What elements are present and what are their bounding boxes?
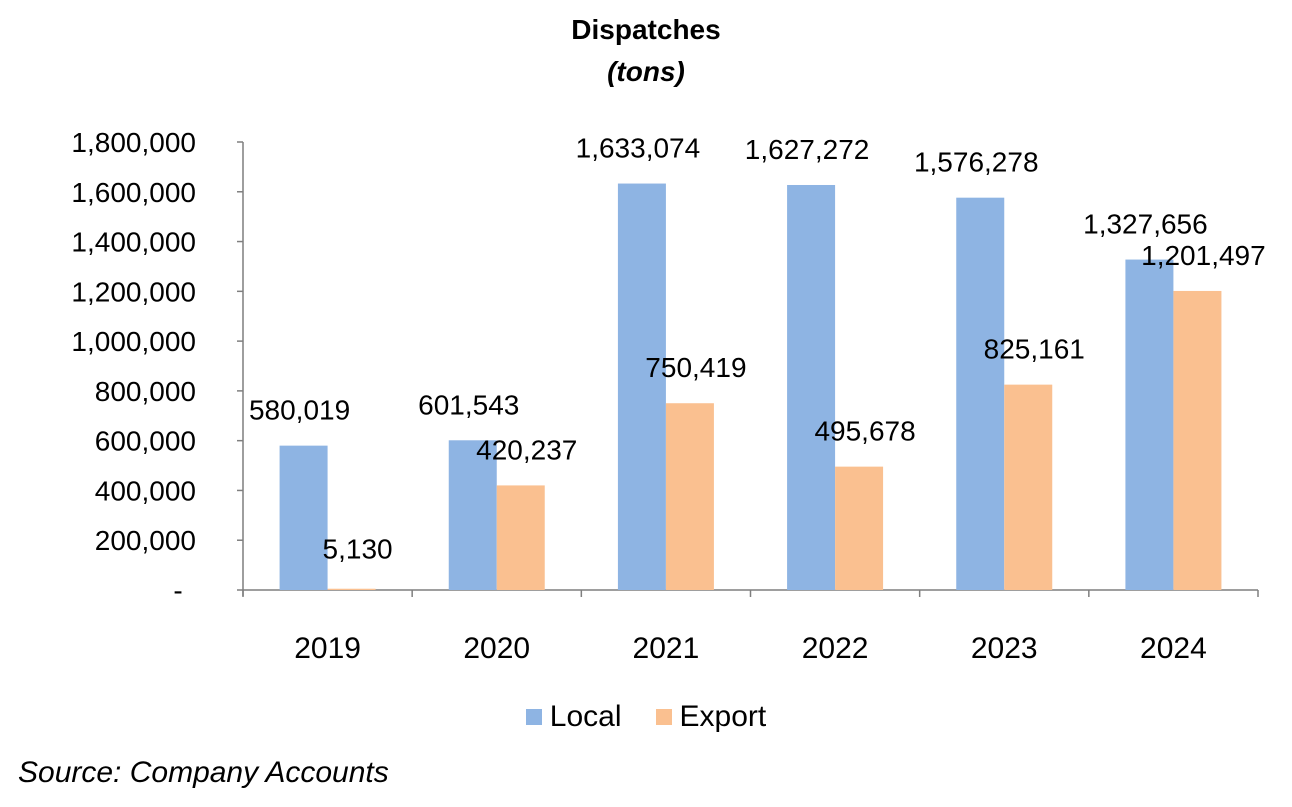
data-label-export-2020: 420,237: [476, 434, 577, 465]
bar-local-2021: [617, 183, 666, 590]
bar-local-2020: [448, 440, 497, 590]
data-label-export-2019: 5,130: [323, 534, 393, 565]
data-label-local-2020: 601,543: [418, 389, 519, 420]
legend-swatch-export: [655, 709, 672, 725]
bar-export-2021: [665, 403, 714, 590]
x-tick-label: 2021: [633, 632, 700, 665]
data-label-local-2021: 1,633,074: [576, 133, 701, 164]
y-tick-label: 400,000: [95, 475, 196, 506]
data-label-local-2022: 1,627,272: [745, 134, 870, 165]
data-label-local-2023: 1,576,278: [914, 147, 1039, 178]
data-label-export-2021: 750,419: [645, 352, 746, 383]
data-label-export-2023: 825,161: [984, 334, 1085, 365]
y-tick-label: 1,400,000: [71, 227, 196, 258]
y-tick-label: 1,600,000: [71, 177, 196, 208]
data-label-local-2019: 580,019: [249, 395, 350, 426]
legend-item-export: Export: [655, 700, 767, 734]
bar-export-2020: [496, 485, 545, 590]
data-label-export-2022: 495,678: [814, 416, 915, 447]
y-tick-label: 1,000,000: [71, 326, 196, 357]
x-tick-label: 2023: [971, 632, 1038, 665]
data-label-export-2024: 1,201,497: [1141, 240, 1266, 271]
legend: Local Export: [0, 700, 1292, 734]
legend-swatch-local: [525, 709, 542, 725]
x-tick-label: 2019: [294, 632, 361, 665]
bar-local-2024: [1125, 259, 1174, 590]
legend-item-local: Local: [525, 700, 622, 734]
bar-local-2023: [956, 197, 1005, 590]
chart-subtitle: (tons): [607, 56, 685, 87]
y-tick-label: 800,000: [95, 376, 196, 407]
y-tick-label: 600,000: [95, 426, 196, 457]
bar-export-2022: [835, 466, 884, 590]
x-tick-label: 2020: [463, 632, 530, 665]
chart-title: Dispatches: [571, 14, 721, 45]
x-tick-label: 2024: [1140, 632, 1207, 665]
bar-export-2019: [327, 588, 376, 590]
legend-label-local: Local: [549, 700, 622, 733]
legend-label-export: Export: [679, 700, 767, 733]
bar-local-2019: [279, 445, 328, 590]
y-tick-label: 1,200,000: [71, 276, 196, 307]
y-tick-label: 200,000: [95, 525, 196, 556]
y-tick-label: -: [173, 575, 182, 606]
source-note: Source: Company Accounts: [18, 756, 389, 789]
bar-local-2022: [787, 184, 836, 590]
bar-export-2024: [1173, 290, 1222, 590]
data-label-local-2024: 1,327,656: [1083, 209, 1208, 240]
y-tick-label: 1,800,000: [71, 127, 196, 158]
x-tick-label: 2022: [802, 632, 869, 665]
bar-export-2023: [1004, 384, 1053, 590]
